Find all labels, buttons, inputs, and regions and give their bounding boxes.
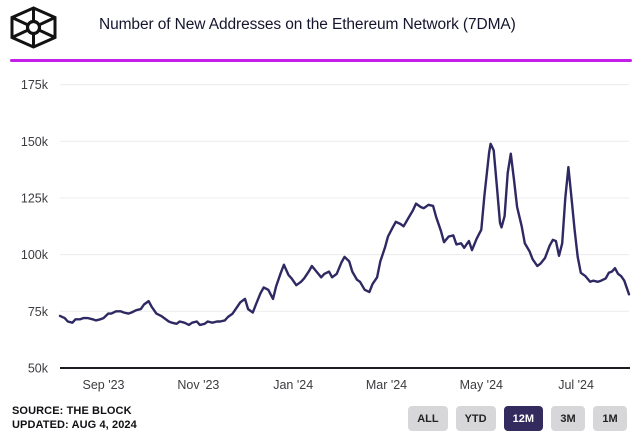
range-button-all[interactable]: ALL bbox=[408, 406, 448, 431]
y-tick-label: 50k bbox=[28, 362, 49, 376]
y-tick-label: 150k bbox=[21, 135, 49, 149]
range-button-ytd[interactable]: YTD bbox=[455, 406, 496, 431]
x-tick-label: Nov '23 bbox=[177, 378, 219, 392]
series-line bbox=[58, 142, 631, 327]
y-tick-label: 175k bbox=[21, 78, 49, 92]
y-tick-label: 75k bbox=[28, 305, 49, 319]
y-tick-label: 100k bbox=[21, 248, 49, 262]
y-axis-labels: 50k 75k 100k 125k 150k 175k bbox=[21, 78, 49, 375]
x-tick-label: Mar '24 bbox=[366, 378, 407, 392]
line-chart: 50k 75k 100k 125k 150k 175k Sep '23 Nov '23 Jan… bbox=[21, 78, 631, 392]
range-button-1m[interactable]: 1M bbox=[593, 406, 627, 431]
accent-divider bbox=[10, 59, 632, 62]
time-range-selector: ALL YTD 12M 3M 1M bbox=[408, 406, 627, 431]
source-line: SOURCE: THE BLOCK bbox=[12, 405, 132, 417]
gridlines bbox=[60, 84, 629, 312]
range-button-3m[interactable]: 3M bbox=[551, 406, 585, 431]
x-axis-labels: Sep '23 Nov '23 Jan '24 Mar '24 May '24 Jul '… bbox=[82, 378, 594, 392]
x-tick-label: Jan '24 bbox=[273, 378, 313, 392]
y-tick-label: 125k bbox=[21, 192, 49, 206]
the-block-logo-icon bbox=[10, 6, 57, 49]
updated-line: UPDATED: AUG 4, 2024 bbox=[12, 419, 137, 431]
x-tick-label: Sep '23 bbox=[82, 378, 124, 392]
source-attribution: SOURCE: THE BLOCK UPDATED: AUG 4, 2024 bbox=[12, 404, 137, 432]
x-tick-label: Jul '24 bbox=[558, 378, 594, 392]
range-button-12m[interactable]: 12M bbox=[503, 406, 543, 431]
chart-title: Number of New Addresses on the Ethereum … bbox=[99, 16, 516, 33]
x-tick-label: May '24 bbox=[460, 378, 503, 392]
